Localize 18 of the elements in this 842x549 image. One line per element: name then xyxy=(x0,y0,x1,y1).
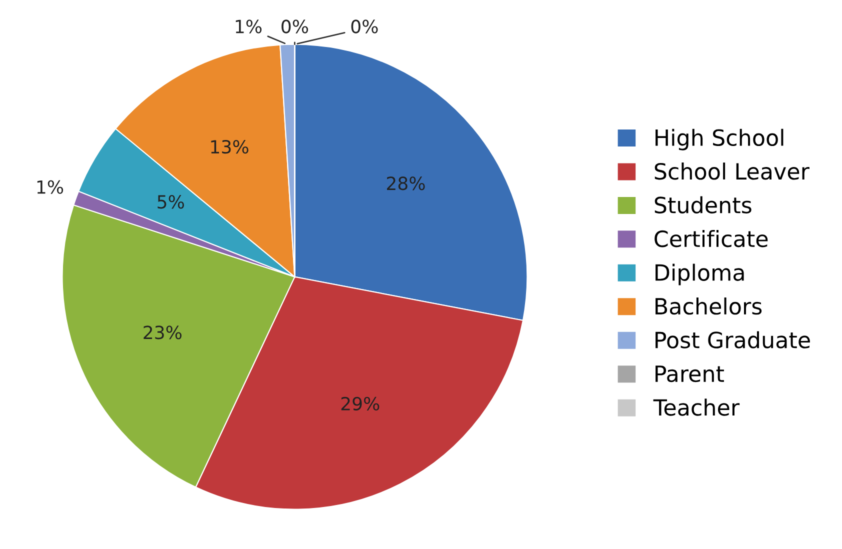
data-label: 13% xyxy=(211,140,248,154)
legend-label: Students xyxy=(654,196,752,214)
legend-label: Teacher xyxy=(653,398,740,416)
text: 0% xyxy=(282,20,308,34)
legend-label: School Leaver xyxy=(654,162,810,180)
legend-label: Certificate xyxy=(654,230,768,248)
data-label: 29% xyxy=(341,396,380,410)
legend-label: Bachelors xyxy=(656,297,762,315)
data-label: 28% xyxy=(387,176,425,190)
data-label: 1% xyxy=(37,180,64,194)
data-label: 23% xyxy=(144,326,182,340)
text: 0% xyxy=(351,20,378,34)
data-label: 1% xyxy=(236,20,262,34)
data-label: 5% xyxy=(158,195,184,209)
legend-label: Post Graduate xyxy=(656,331,810,348)
legend-label: Parent xyxy=(656,366,724,382)
legend-label: High School xyxy=(656,128,784,150)
legend-label: Diploma xyxy=(656,264,744,286)
